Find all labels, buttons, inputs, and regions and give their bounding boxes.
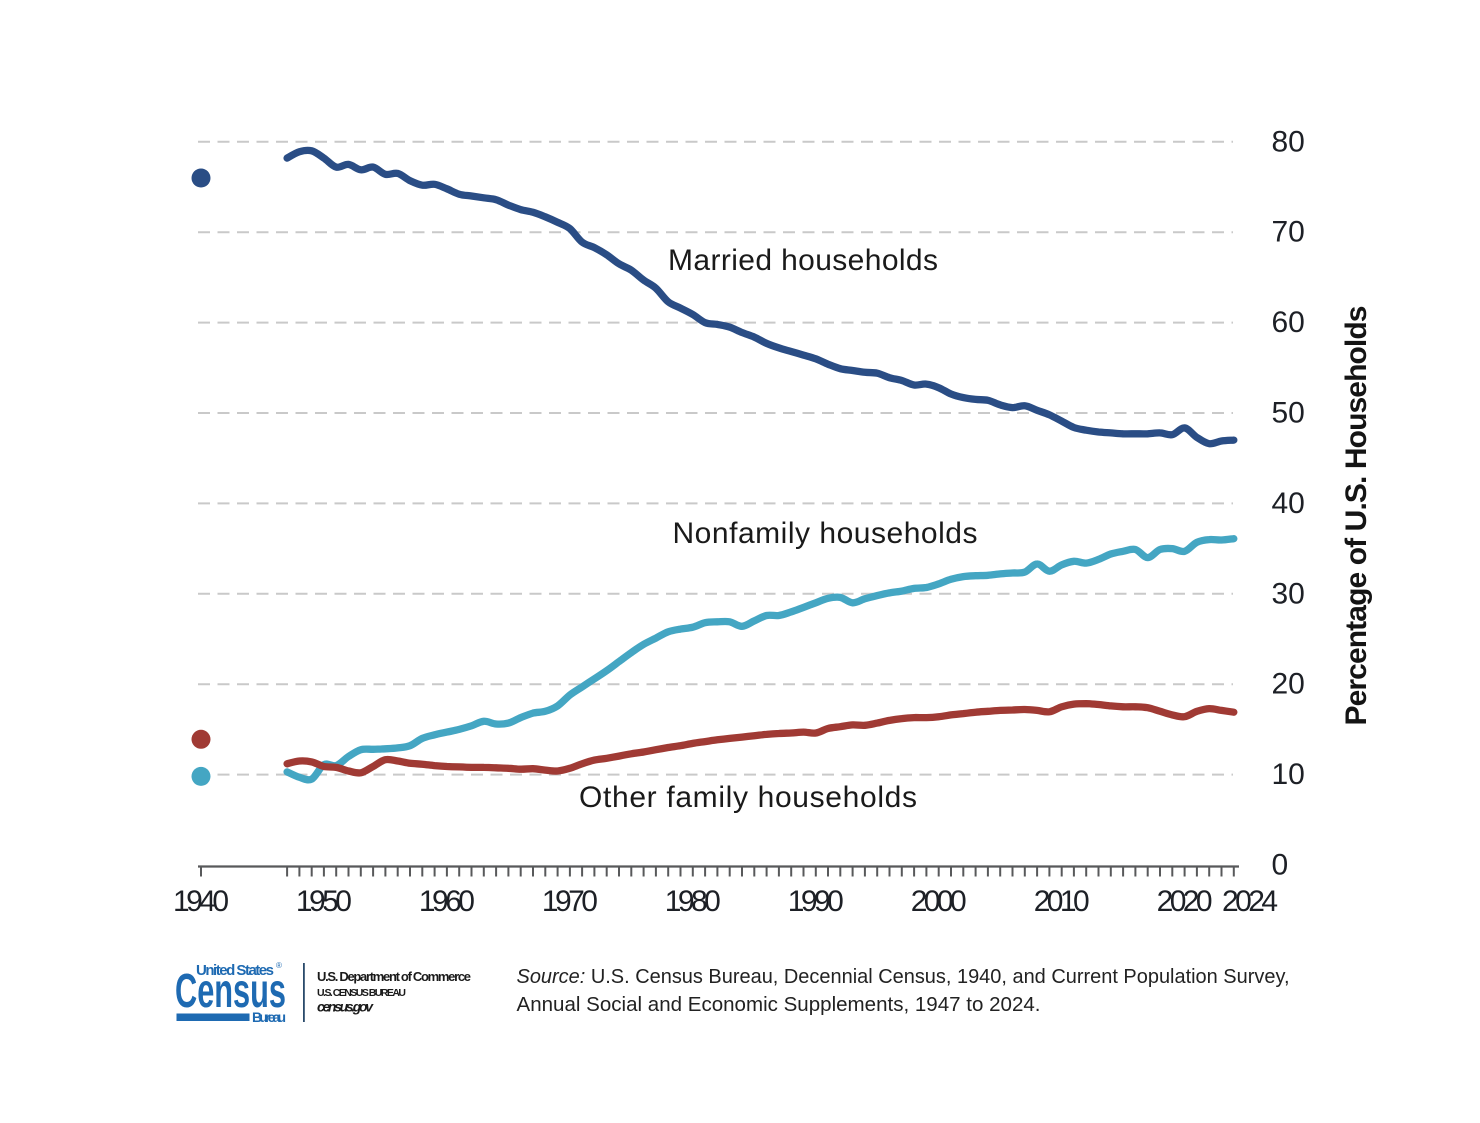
svg-text:1990: 1990 — [788, 885, 844, 918]
svg-text:50: 50 — [1272, 397, 1305, 430]
svg-text:census.gov: census.gov — [317, 999, 374, 1015]
svg-text:2020: 2020 — [1157, 885, 1213, 918]
svg-text:70: 70 — [1272, 216, 1305, 249]
svg-text:Census: Census — [175, 965, 286, 1018]
svg-text:United States: United States — [196, 962, 274, 979]
svg-text:1940: 1940 — [173, 885, 229, 918]
svg-text:Annual Social and Economic Sup: Annual Social and Economic Supplements, … — [517, 993, 1041, 1016]
svg-text:Other family households: Other family households — [579, 781, 917, 814]
svg-text:1950: 1950 — [296, 885, 352, 918]
svg-text:80: 80 — [1272, 125, 1305, 158]
svg-text:2024: 2024 — [1222, 885, 1278, 918]
svg-text:®: ® — [276, 961, 282, 970]
svg-text:Percentage of U.S. Households: Percentage of U.S. Households — [1340, 306, 1373, 726]
svg-text:U.S. CENSUS BUREAU: U.S. CENSUS BUREAU — [317, 987, 406, 999]
svg-text:1960: 1960 — [419, 885, 475, 918]
svg-text:0: 0 — [1272, 849, 1289, 882]
svg-text:60: 60 — [1272, 306, 1305, 339]
svg-text:10: 10 — [1272, 758, 1305, 791]
svg-text:1970: 1970 — [542, 885, 598, 918]
svg-text:Nonfamily households: Nonfamily households — [673, 517, 978, 550]
svg-text:2010: 2010 — [1034, 885, 1090, 918]
svg-text:Source: U.S. Census Bureau, De: Source: U.S. Census Bureau, Decennial Ce… — [517, 965, 1290, 988]
svg-text:40: 40 — [1272, 487, 1305, 520]
svg-text:30: 30 — [1272, 577, 1305, 610]
svg-text:Bureau: Bureau — [252, 1009, 286, 1025]
svg-text:Married households: Married households — [668, 244, 938, 277]
svg-text:1980: 1980 — [665, 885, 721, 918]
svg-text:U.S. Department of Commerce: U.S. Department of Commerce — [317, 969, 471, 984]
svg-text:2000: 2000 — [911, 885, 967, 918]
svg-text:20: 20 — [1272, 668, 1305, 701]
